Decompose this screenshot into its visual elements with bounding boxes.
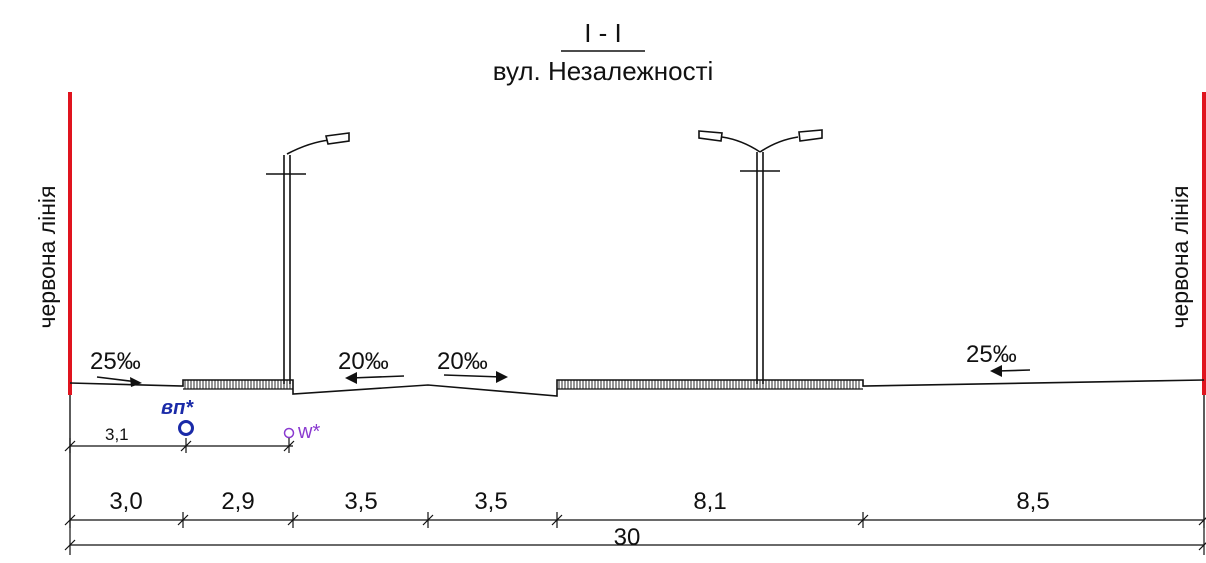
- road-surface-profile: [69, 379, 1205, 397]
- street-lamp-single-icon: [266, 132, 350, 384]
- utility-vp-circle-icon: [178, 420, 194, 436]
- street-lamp-double-icon: [698, 129, 823, 384]
- slope-arrow-right-icon: [96, 376, 142, 387]
- utility-offset-value: 3,1: [105, 425, 129, 444]
- red-line-label-right: червона лінія: [1167, 186, 1193, 329]
- dimension-segment-4: 3,5: [474, 488, 507, 515]
- slope-label-carriageway-2: 20‰: [437, 348, 488, 375]
- dimension-segment-3: 3,5: [344, 488, 377, 515]
- dimension-segment-1: 3,0: [109, 488, 142, 515]
- slope-label-carriageway-1: 20‰: [338, 348, 389, 375]
- slope-label-right-sidewalk: 25‰: [966, 341, 1017, 368]
- slope-arrow-left-icon: [990, 365, 1031, 377]
- red-line-label-left: червона лінія: [34, 186, 60, 329]
- slope-arrow-right-icon: [443, 371, 508, 383]
- dimension-slash-tick: [287, 514, 299, 526]
- dimension-segment-5: 8,1: [693, 488, 726, 515]
- dimension-total-line: [64, 395, 1206, 555]
- lawn-strip-left: [183, 380, 293, 390]
- dimension-total: 30: [614, 524, 641, 551]
- dimension-slash-tick: [177, 514, 189, 526]
- slope-arrow-left-icon: [345, 372, 405, 384]
- utility-vp-label: вп*: [161, 397, 194, 419]
- utility-offset-dimension: [64, 438, 295, 453]
- dimension-slash-tick: [551, 514, 563, 526]
- dimension-segment-2: 2,9: [221, 488, 254, 515]
- utility-w-label: w*: [297, 421, 320, 443]
- utility-w-circle-icon: [283, 427, 295, 439]
- dimension-slash-tick: [422, 514, 434, 526]
- section-mark: I - I: [584, 18, 622, 48]
- lawn-strip-right: [557, 380, 863, 390]
- slope-label-left-sidewalk: 25‰: [90, 348, 141, 375]
- street-name: вул. Незалежності: [493, 56, 714, 86]
- dimension-segment-6: 8,5: [1016, 488, 1049, 515]
- dimension-slash-tick: [857, 514, 869, 526]
